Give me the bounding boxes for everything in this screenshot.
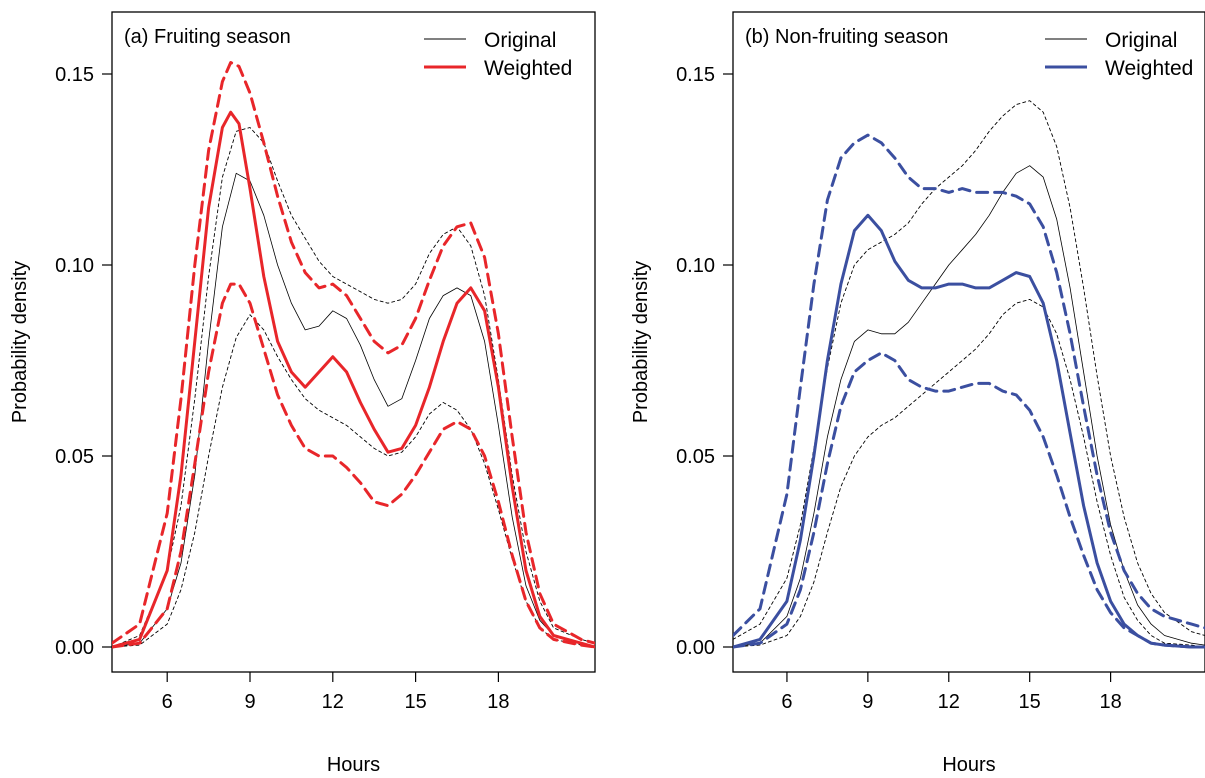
x-tick-label: 6 [162,691,173,713]
series-line-upper-bound-original [112,127,595,648]
y-axis-label: Probability density [630,261,652,423]
series-line-weighted [112,110,595,649]
series-line-lower-bound-original [733,298,1205,648]
panel-fruiting-season: 6 9 12 15 18 0.00 0.05 0.10 0.15 (a) Fruiting se… [9,11,596,776]
x-tick-label: 18 [1099,691,1121,713]
series-line-original [112,172,595,648]
y-axis-label: Probability density [9,261,31,423]
y-tick-label: 0.05 [55,446,94,468]
legend: Original Weighted [424,29,572,80]
x-tick-label: 12 [938,691,960,713]
x-tick-label: 9 [244,691,255,713]
series-line-lower-bound-weighted [733,351,1205,649]
series-group [112,61,595,649]
series-line-upper-bound-original [733,100,1205,640]
legend-label-weighted: Weighted [484,57,572,80]
x-tick-label: 12 [322,691,344,713]
y-tick-label: 0.10 [55,255,94,277]
y-tick-label: 0.00 [55,637,94,659]
plot-frame [111,11,596,673]
panel-title: (a) Fruiting season [124,26,291,48]
panel-non-fruiting-season: 6 9 12 15 18 0.00 0.05 0.10 0.15 (b) Non-fruitin… [630,11,1205,776]
legend-label-weighted: Weighted [1105,57,1193,80]
legend: Original Weighted [1045,29,1193,80]
axis-ticks: 6 9 12 15 18 0.00 0.05 0.10 0.15 [55,64,509,713]
x-axis-label: Hours [942,754,995,776]
x-tick-label: 6 [781,691,792,713]
x-tick-label: 15 [1019,691,1041,713]
series-group [733,100,1205,649]
x-axis-label: Hours [327,754,380,776]
y-tick-label: 0.00 [676,637,715,659]
y-tick-label: 0.05 [676,446,715,468]
axis-ticks: 6 9 12 15 18 0.00 0.05 0.10 0.15 [676,64,1122,713]
series-line-upper-bound-weighted [733,133,1205,637]
plot-frame [732,11,1205,673]
x-tick-label: 9 [862,691,873,713]
panel-title: (b) Non-fruiting season [745,26,948,48]
y-tick-label: 0.15 [676,64,715,86]
legend-label-original: Original [484,29,556,52]
series-line-weighted [733,213,1205,649]
series-line-upper-bound-weighted [112,61,595,645]
legend-label-original: Original [1105,29,1177,52]
y-tick-label: 0.15 [55,64,94,86]
x-tick-label: 18 [487,691,509,713]
y-tick-label: 0.10 [676,255,715,277]
x-tick-label: 15 [404,691,426,713]
series-line-lower-bound-weighted [112,282,595,649]
